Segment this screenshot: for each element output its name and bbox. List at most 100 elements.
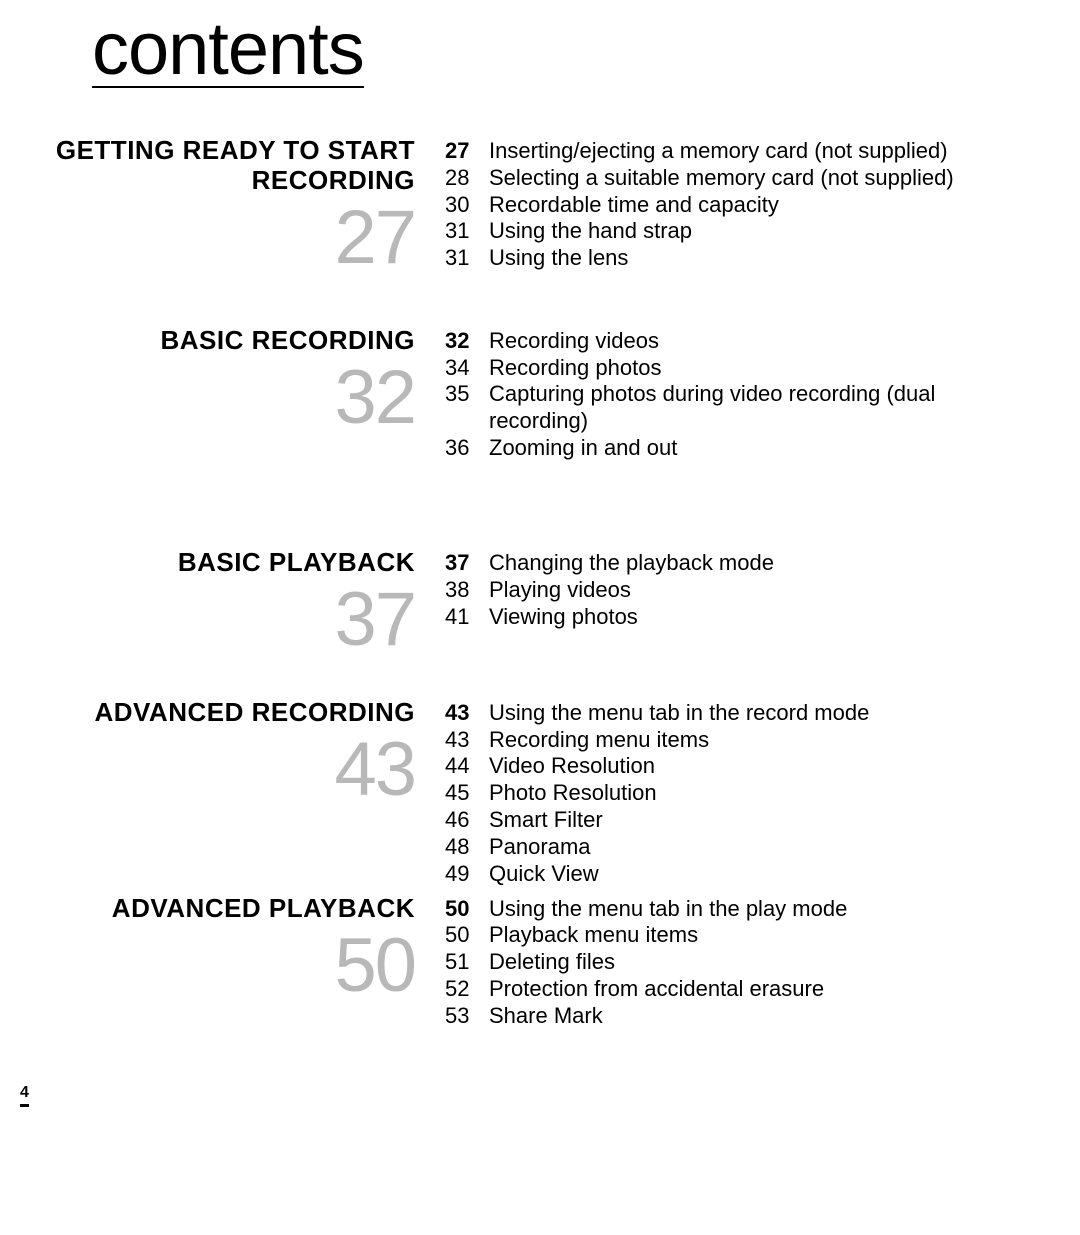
section-entries: 50Using the menu tab in the play mode50P…: [445, 894, 1080, 1030]
entry-page: 46: [445, 807, 489, 834]
entry-text: Changing the playback mode: [489, 550, 1080, 577]
toc-entry: 43Using the menu tab in the record mode: [445, 700, 1080, 727]
section-number: 27: [0, 200, 415, 276]
toc-entry: 44Video Resolution: [445, 753, 1080, 780]
section-title: GETTING READY TO START RECORDING: [0, 136, 415, 196]
entry-page: 48: [445, 834, 489, 861]
entry-page: 41: [445, 604, 489, 631]
section-number: 50: [0, 928, 415, 1004]
toc-entry: 32Recording videos: [445, 328, 1080, 355]
section-title: ADVANCED RECORDING: [0, 698, 415, 728]
toc-entry: 34Recording photos: [445, 355, 1080, 382]
toc-section: GETTING READY TO START RECORDING2727Inse…: [0, 136, 1080, 276]
toc-entry: 43Recording menu items: [445, 727, 1080, 754]
toc-entry: 51Deleting files: [445, 949, 1080, 976]
page-title: contents: [92, 12, 364, 88]
entry-page: 35: [445, 381, 489, 408]
entry-page: 30: [445, 192, 489, 219]
toc-entry: 28Selecting a suitable memory card (not …: [445, 165, 1080, 192]
section-left: GETTING READY TO START RECORDING27: [0, 136, 445, 276]
toc-entry: 38Playing videos: [445, 577, 1080, 604]
toc-entry: 31Using the lens: [445, 245, 1080, 272]
toc-section: ADVANCED PLAYBACK5050Using the menu tab …: [0, 894, 1080, 1030]
section-left: ADVANCED PLAYBACK 50: [0, 894, 445, 1004]
entry-text: Recording menu items: [489, 727, 1080, 754]
section-entries: 37Changing the playback mode38Playing vi…: [445, 548, 1080, 630]
entry-text: Panorama: [489, 834, 1080, 861]
entry-text: Capturing photos during video recording …: [489, 381, 1080, 435]
toc-entry: 53Share Mark: [445, 1003, 1080, 1030]
toc-entry: 31Using the hand strap: [445, 218, 1080, 245]
toc-entry: 52Protection from accidental erasure: [445, 976, 1080, 1003]
entry-text: Using the menu tab in the record mode: [489, 700, 1080, 727]
entry-page: 43: [445, 727, 489, 754]
entry-page: 51: [445, 949, 489, 976]
section-left: BASIC PLAYBACK 37: [0, 548, 445, 658]
entry-text: Playback menu items: [489, 922, 1080, 949]
toc-entry: 50Playback menu items: [445, 922, 1080, 949]
entry-page: 50: [445, 896, 489, 923]
entry-text: Recordable time and capacity: [489, 192, 1080, 219]
toc-entry: 41Viewing photos: [445, 604, 1080, 631]
toc-section: BASIC PLAYBACK3737Changing the playback …: [0, 548, 1080, 658]
toc-section: ADVANCED RECORDING4343Using the menu tab…: [0, 698, 1080, 888]
entry-text: Quick View: [489, 861, 1080, 888]
entry-page: 31: [445, 218, 489, 245]
page-number: 4: [20, 1084, 29, 1107]
entry-text: Zooming in and out: [489, 435, 1080, 462]
entry-page: 52: [445, 976, 489, 1003]
section-entries: 32Recording videos34Recording photos35Ca…: [445, 326, 1080, 462]
toc-entry: 36Zooming in and out: [445, 435, 1080, 462]
entry-text: Using the hand strap: [489, 218, 1080, 245]
entry-text: Share Mark: [489, 1003, 1080, 1030]
entry-page: 53: [445, 1003, 489, 1030]
entry-text: Deleting files: [489, 949, 1080, 976]
toc-entry: 35Capturing photos during video recordin…: [445, 381, 1080, 435]
table-of-contents: GETTING READY TO START RECORDING2727Inse…: [0, 136, 1080, 1042]
entry-page: 32: [445, 328, 489, 355]
section-title: BASIC RECORDING: [0, 326, 415, 356]
entry-page: 50: [445, 922, 489, 949]
entry-text: Viewing photos: [489, 604, 1080, 631]
toc-entry: 27Inserting/ejecting a memory card (not …: [445, 138, 1080, 165]
entry-page: 43: [445, 700, 489, 727]
entry-text: Video Resolution: [489, 753, 1080, 780]
entry-text: Playing videos: [489, 577, 1080, 604]
entry-text: Smart Filter: [489, 807, 1080, 834]
entry-text: Selecting a suitable memory card (not su…: [489, 165, 1080, 192]
section-left: BASIC RECORDING 32: [0, 326, 445, 436]
toc-entry: 48Panorama: [445, 834, 1080, 861]
section-number: 37: [0, 582, 415, 658]
toc-section: BASIC RECORDING3232Recording videos34Rec…: [0, 326, 1080, 462]
toc-entry: 37Changing the playback mode: [445, 550, 1080, 577]
toc-entry: 50Using the menu tab in the play mode: [445, 896, 1080, 923]
entry-text: Photo Resolution: [489, 780, 1080, 807]
section-left: ADVANCED RECORDING 43: [0, 698, 445, 808]
toc-entry: 46Smart Filter: [445, 807, 1080, 834]
entry-text: Protection from accidental erasure: [489, 976, 1080, 1003]
section-entries: 27Inserting/ejecting a memory card (not …: [445, 136, 1080, 272]
entry-text: Using the menu tab in the play mode: [489, 896, 1080, 923]
entry-page: 44: [445, 753, 489, 780]
entry-page: 28: [445, 165, 489, 192]
entry-text: Inserting/ejecting a memory card (not su…: [489, 138, 1080, 165]
toc-entry: 45Photo Resolution: [445, 780, 1080, 807]
section-title: BASIC PLAYBACK: [0, 548, 415, 578]
toc-entry: 30Recordable time and capacity: [445, 192, 1080, 219]
toc-entry: 49Quick View: [445, 861, 1080, 888]
entry-text: Recording photos: [489, 355, 1080, 382]
entry-text: Recording videos: [489, 328, 1080, 355]
entry-page: 49: [445, 861, 489, 888]
entry-page: 34: [445, 355, 489, 382]
section-entries: 43Using the menu tab in the record mode4…: [445, 698, 1080, 888]
entry-page: 38: [445, 577, 489, 604]
entry-page: 37: [445, 550, 489, 577]
entry-page: 27: [445, 138, 489, 165]
section-title: ADVANCED PLAYBACK: [0, 894, 415, 924]
entry-page: 36: [445, 435, 489, 462]
entry-page: 31: [445, 245, 489, 272]
section-number: 32: [0, 360, 415, 436]
section-number: 43: [0, 732, 415, 808]
entry-page: 45: [445, 780, 489, 807]
entry-text: Using the lens: [489, 245, 1080, 272]
